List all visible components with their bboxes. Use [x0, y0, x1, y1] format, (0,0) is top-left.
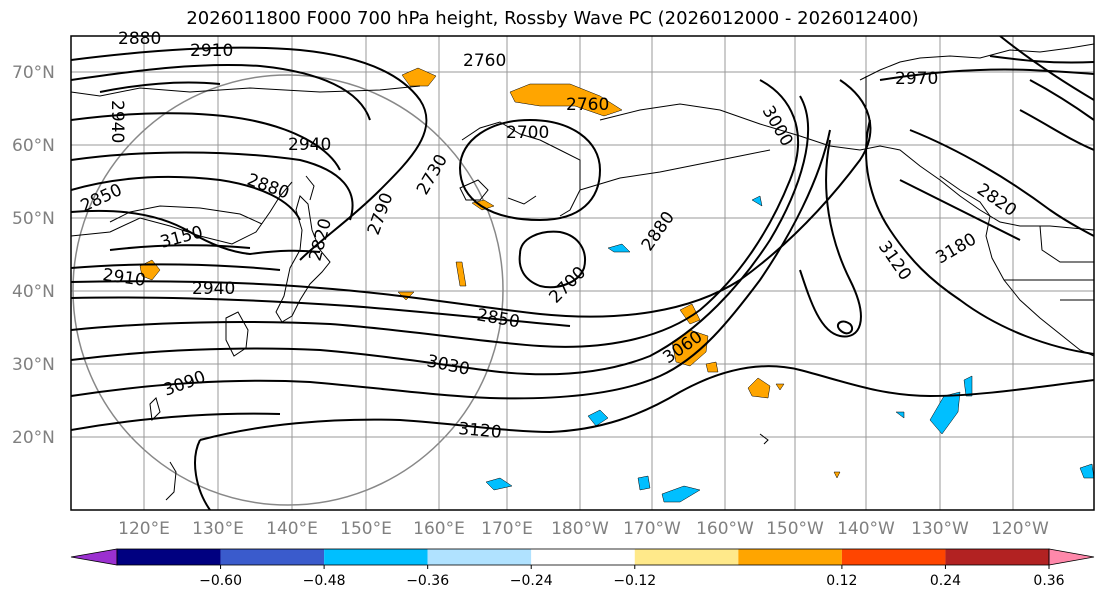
colorbar-tick-label: 0.12 [826, 573, 857, 589]
positive-anomaly [455, 261, 467, 287]
map-frame [70, 35, 1095, 511]
lon-label: 130°W [911, 519, 969, 539]
contour-label: 2880 [638, 208, 679, 255]
contour-label: 3090 [161, 367, 208, 401]
lat-label: 70°N [12, 63, 55, 83]
positive-anomaly [833, 471, 841, 479]
lat-label: 20°N [12, 428, 55, 448]
map-area [71, 36, 1094, 510]
contour-label: 2850 [475, 305, 521, 332]
contour-label: 2700 [506, 123, 549, 143]
negative-anomaly [929, 391, 961, 435]
contour-label: 2880 [118, 29, 161, 49]
lon-label: 120°W [991, 519, 1049, 539]
colorbar-segment [220, 549, 325, 565]
colorbar-tick-label: −0.12 [613, 573, 656, 589]
colorbar-segment [634, 549, 739, 565]
contour-label: 2730 [413, 151, 452, 198]
graticule [71, 36, 1094, 510]
colorbar: −0.60−0.48−0.36−0.24−0.120.120.240.360.4… [70, 548, 1095, 589]
positive-anomaly [705, 361, 719, 373]
contour-label: 2910 [101, 265, 147, 291]
colorbar-segment [531, 549, 635, 565]
colorbar-tick-label: −0.24 [510, 573, 553, 589]
lon-label: 160°W [696, 519, 754, 539]
height-contours [71, 36, 1094, 510]
contour-label: 3120 [874, 237, 915, 284]
negative-anomaly [607, 243, 631, 253]
lon-label: 170°E [481, 519, 533, 539]
colorbar-segment [738, 549, 842, 565]
lon-label: 130°E [192, 519, 244, 539]
radius-circle [72, 74, 504, 506]
colorbar-extend-high [1048, 548, 1095, 566]
colorbar-tick-label: −0.48 [303, 573, 346, 589]
contour-label: 2760 [566, 95, 609, 115]
negative-anomaly [1079, 463, 1094, 479]
map-title: 2026011800 F000 700 hPa height, Rossby W… [186, 8, 919, 29]
colorbar-segment [841, 549, 946, 565]
lat-label: 30°N [12, 355, 55, 375]
positive-anomaly [401, 67, 437, 87]
contour-label: 2880 [244, 170, 291, 204]
contour-label: 2820 [306, 216, 337, 263]
negative-anomaly [587, 409, 609, 427]
negative-anomaly [895, 411, 905, 419]
longitude-labels: 120°E 130°E 140°E 150°E 160°E 170°E 180°… [118, 519, 1049, 539]
lat-label: 60°N [12, 136, 55, 156]
negative-anomaly [485, 477, 513, 491]
positive-anomaly [775, 383, 785, 391]
colorbar-frame [116, 548, 1050, 566]
colorbar-segment [427, 549, 532, 565]
lon-label: 180°W [551, 519, 609, 539]
colorbar-segment [945, 549, 1049, 565]
positive-anomaly [747, 377, 771, 399]
colorbar-segment [117, 549, 221, 565]
anomaly-shading [139, 67, 1094, 503]
colorbar-extend-low [70, 548, 118, 566]
contour-label: 2970 [895, 69, 938, 89]
lon-label: 120°E [118, 519, 170, 539]
lon-label: 150°E [340, 519, 392, 539]
contour-label: 2910 [190, 41, 233, 61]
contour-label: 2790 [364, 190, 398, 237]
colorbar-tick-label: 0.36 [1033, 573, 1064, 589]
lat-label: 50°N [12, 209, 55, 229]
lon-label: 150°W [766, 519, 824, 539]
contour-label: 3120 [458, 419, 503, 443]
positive-anomaly [509, 83, 623, 117]
lon-label: 140°W [837, 519, 895, 539]
contour-label: 3150 [158, 222, 205, 253]
colorbar-tick-label: 0.24 [930, 573, 961, 589]
negative-anomaly [637, 475, 651, 491]
negative-anomaly [661, 485, 701, 503]
contour-label: 2940 [107, 100, 127, 143]
colorbar-tick-label: −0.60 [199, 573, 242, 589]
contour-label: 2940 [192, 279, 235, 299]
contour-label: 2760 [463, 51, 506, 71]
negative-anomaly [963, 375, 973, 397]
lon-label: 170°W [623, 519, 681, 539]
lat-label: 40°N [12, 282, 55, 302]
contour-label: 3030 [425, 351, 471, 380]
lon-label: 160°E [413, 519, 465, 539]
colorbar-segment [324, 549, 428, 565]
lon-label: 140°E [266, 519, 318, 539]
negative-anomaly [751, 195, 763, 207]
contour-label: 2940 [288, 135, 331, 155]
latitude-labels: 70°N 60°N 50°N 40°N 30°N 20°N [12, 63, 55, 448]
colorbar-tick-label: −0.36 [406, 573, 449, 589]
